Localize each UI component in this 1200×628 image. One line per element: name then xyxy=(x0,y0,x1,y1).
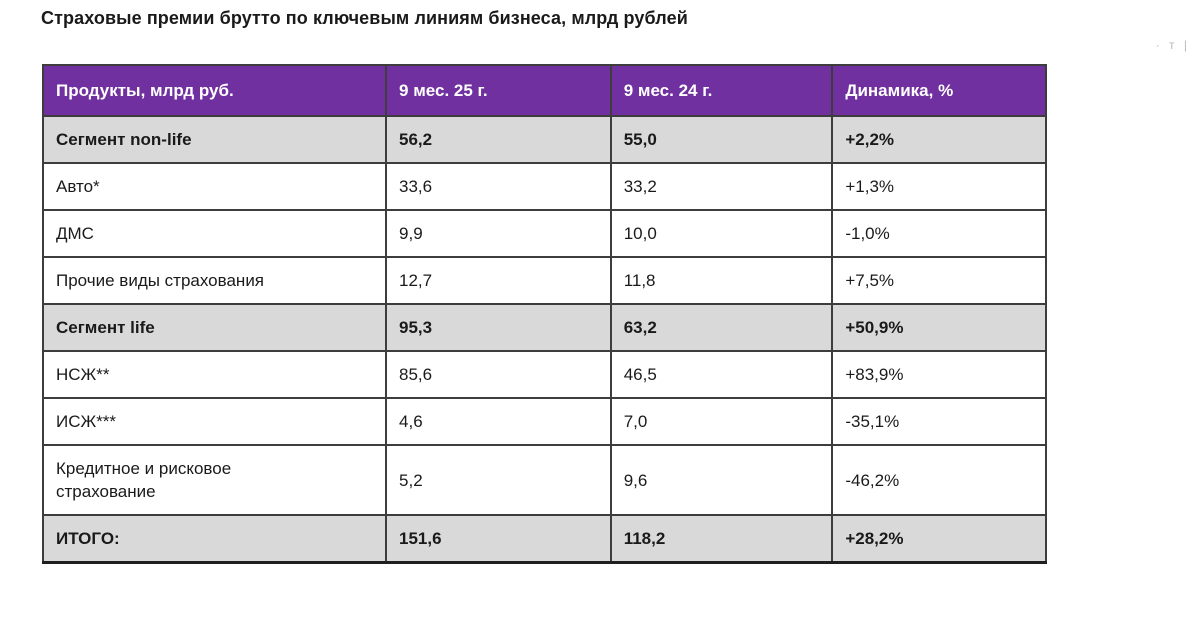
value-9m24-cell-text: 33,2 xyxy=(623,177,657,196)
table-row: НСЖ** 85,6 46,5 +83,9% xyxy=(41,350,1047,399)
value-9m25-cell-text: 33,6 xyxy=(399,177,433,196)
value-9m25-cell: 56,2 xyxy=(385,115,612,164)
table-body: Сегмент non-life 56,2 55,0 +2,2% Авто* 33,6 33… xyxy=(41,115,1047,564)
value-9m24-cell-text: 63,2 xyxy=(623,318,657,337)
value-9m24-cell-text: 11,8 xyxy=(623,271,656,290)
row-label-cell: НСЖ** xyxy=(41,350,388,399)
value-9m24-cell-text: 46,5 xyxy=(623,365,657,384)
dynamics-cell-text: -46,2% xyxy=(845,470,900,490)
row-label-cell-text: НСЖ** xyxy=(56,365,110,384)
dynamics-cell-text: -1,0% xyxy=(845,224,890,243)
dynamics-cell-text: +50,9% xyxy=(845,318,904,337)
value-9m25-cell: 95,3 xyxy=(385,303,612,352)
value-9m25-cell-text: 12,7 xyxy=(399,271,433,290)
value-9m25-cell: 151,6 xyxy=(385,514,612,564)
value-9m25-cell-text: 56,2 xyxy=(399,130,433,149)
column-header-9m24: 9 мес. 24 г. xyxy=(609,64,834,117)
value-9m24-cell: 33,2 xyxy=(609,162,834,211)
dynamics-cell: +7,5% xyxy=(831,256,1047,305)
value-9m25-cell: 33,6 xyxy=(385,162,612,211)
value-9m25-cell: 5,2 xyxy=(385,444,612,516)
dynamics-cell: -1,0% xyxy=(831,209,1047,258)
row-label-cell-text: ДМС xyxy=(56,224,94,243)
dynamics-cell: +2,2% xyxy=(831,115,1047,164)
value-9m25-cell: 12,7 xyxy=(385,256,612,305)
value-9m25-cell-text: 9,9 xyxy=(399,224,423,243)
row-label-cell: ДМС xyxy=(41,209,388,258)
value-9m24-cell-text: 9,6 xyxy=(623,470,648,490)
dynamics-cell-text: +28,2% xyxy=(845,529,904,548)
value-9m24-cell-text: 7,0 xyxy=(623,412,648,431)
row-label-cell: Кредитное и рисковое страхование xyxy=(41,444,388,516)
dynamics-cell: +83,9% xyxy=(831,350,1047,399)
row-label-cell: Сегмент life xyxy=(41,303,388,352)
column-header-products: Продукты, млрд руб. xyxy=(41,64,388,117)
table-row: Сегмент non-life 56,2 55,0 +2,2% xyxy=(41,115,1047,164)
value-9m24-cell-text: 55,0 xyxy=(623,130,657,149)
value-9m24-cell: 55,0 xyxy=(609,115,834,164)
row-label-cell-text: ИСЖ*** xyxy=(56,412,117,431)
header-row: Продукты, млрд руб. 9 мес. 25 г. 9 мес. … xyxy=(41,64,1047,117)
premiums-table: Продукты, млрд руб. 9 мес. 25 г. 9 мес. … xyxy=(41,64,1047,564)
row-label-cell-text: Сегмент non-life xyxy=(56,130,192,149)
page-title: Страховые премии брутто по ключевым лини… xyxy=(41,8,688,28)
row-label-cell-text: Авто* xyxy=(56,177,100,196)
row-label-cell-text: Кредитное и рисковое страхование xyxy=(56,459,232,501)
table-row: Авто* 33,6 33,2 +1,3% xyxy=(41,162,1047,211)
value-9m24-cell: 9,6 xyxy=(609,444,834,516)
dynamics-cell: +50,9% xyxy=(831,303,1047,352)
value-9m24-cell-text: 10,0 xyxy=(623,224,657,243)
dynamics-cell: -35,1% xyxy=(831,397,1047,446)
value-9m25-cell: 85,6 xyxy=(385,350,612,399)
row-label-cell-text: Прочие виды страхования xyxy=(56,271,265,290)
value-9m25-cell-text: 151,6 xyxy=(399,529,442,548)
column-header-dynamics: Динамика, % xyxy=(831,64,1047,117)
row-label-cell: Сегмент non-life xyxy=(41,115,388,164)
table-row: ИТОГО: 151,6 118,2 +28,2% xyxy=(41,514,1047,564)
row-label-cell: Авто* xyxy=(41,162,388,211)
dynamics-cell-text: -35,1% xyxy=(845,412,900,431)
value-9m24-cell: 11,8 xyxy=(609,256,834,305)
table-row: Кредитное и рисковое страхование 5,2 9,6 -4… xyxy=(41,444,1047,516)
row-label-cell: Прочие виды страхования xyxy=(41,256,388,305)
dynamics-cell: +1,3% xyxy=(831,162,1047,211)
value-9m25-cell-text: 95,3 xyxy=(399,318,433,337)
dynamics-cell-text: +83,9% xyxy=(845,365,904,384)
column-header-9m25: 9 мес. 25 г. xyxy=(385,64,612,117)
value-9m24-cell: 63,2 xyxy=(609,303,834,352)
value-9m25-cell-text: 5,2 xyxy=(399,470,423,490)
row-label-cell-text: ИТОГО: xyxy=(56,529,120,548)
value-9m24-cell: 7,0 xyxy=(609,397,834,446)
value-9m24-cell: 46,5 xyxy=(609,350,834,399)
table-row: Сегмент life 95,3 63,2 +50,9% xyxy=(41,303,1047,352)
value-9m25-cell: 9,9 xyxy=(385,209,612,258)
value-9m25-cell-text: 4,6 xyxy=(399,412,423,431)
dynamics-cell-text: +7,5% xyxy=(845,271,895,290)
value-9m25-cell: 4,6 xyxy=(385,397,612,446)
value-9m24-cell: 10,0 xyxy=(609,209,834,258)
table-header: Продукты, млрд руб. 9 мес. 25 г. 9 мес. … xyxy=(41,64,1047,117)
dynamics-cell-text: +2,2% xyxy=(845,130,895,149)
dynamics-cell: -46,2% xyxy=(831,444,1047,516)
row-label-cell-text: Сегмент life xyxy=(56,318,155,337)
table-row: ДМС 9,9 10,0 -1,0% xyxy=(41,209,1047,258)
value-9m24-cell: 118,2 xyxy=(609,514,834,564)
dynamics-cell-text: +1,3% xyxy=(845,177,895,196)
table-row: Прочие виды страхования 12,7 11,8 +7,5% xyxy=(41,256,1047,305)
value-9m24-cell-text: 118,2 xyxy=(623,529,666,548)
value-9m25-cell-text: 85,6 xyxy=(399,365,433,384)
table-row: ИСЖ*** 4,6 7,0 -35,1% xyxy=(41,397,1047,446)
row-label-cell: ИТОГО: xyxy=(41,514,388,564)
watermark-fragment: · т | xyxy=(1155,38,1190,52)
row-label-cell: ИСЖ*** xyxy=(41,397,388,446)
dynamics-cell: +28,2% xyxy=(831,514,1047,564)
